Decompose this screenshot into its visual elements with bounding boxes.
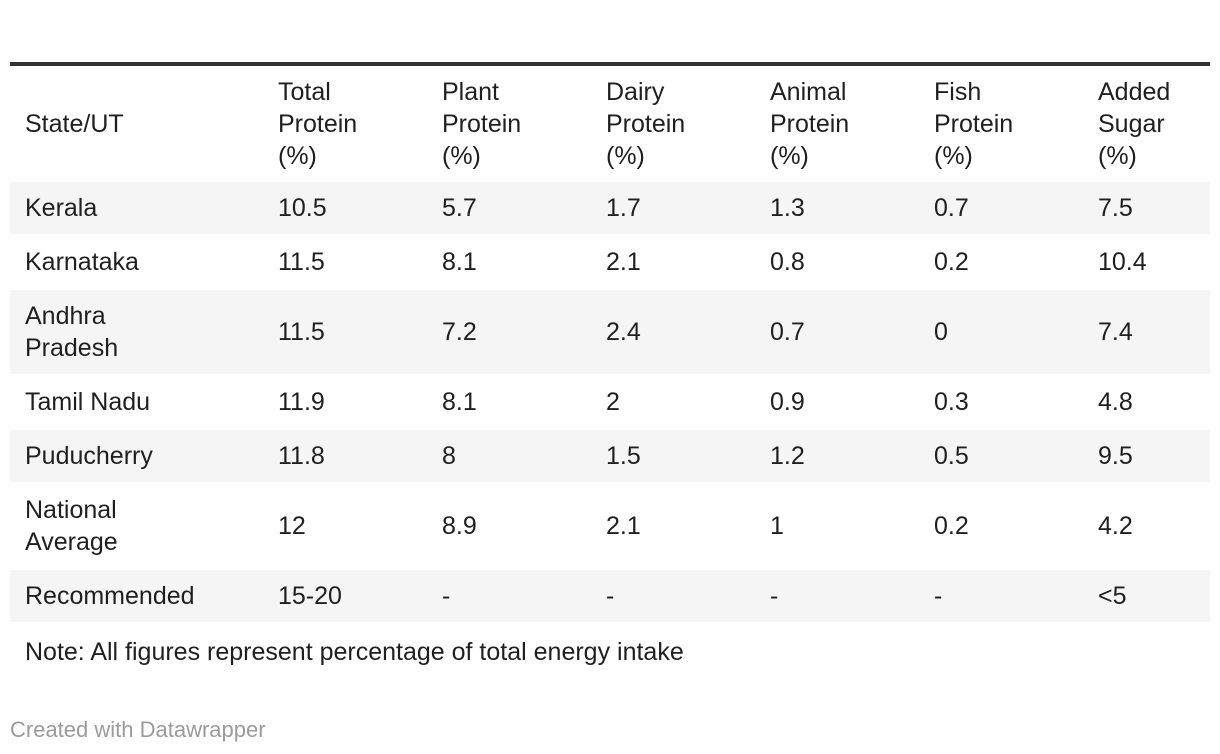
value-cell: 15-20 (278, 582, 342, 610)
column-header: Plant Protein (%) (442, 78, 522, 170)
value-cell: 1.3 (770, 194, 805, 222)
table-row: Puducherry 11.8 8 1.5 1.2 0.5 9.5 (10, 429, 1210, 483)
value-cell: 11.9 (278, 388, 325, 416)
row-label-cell: Andhra Pradesh (25, 302, 119, 362)
row-label-cell: Recommended (25, 582, 195, 610)
value-cell: 2.4 (606, 318, 641, 346)
column-header: Dairy Protein (%) (606, 78, 686, 170)
value-cell: 11.8 (278, 442, 325, 470)
table-row: Karnataka 11.5 8.1 2.1 0.8 0.2 10.4 (10, 235, 1210, 289)
table-header: State/UT Total Protein (%) Plant Protein (… (10, 64, 1210, 182)
value-cell: 2 (606, 388, 620, 416)
value-cell: 4.8 (1098, 388, 1133, 416)
value-cell: 0 (934, 318, 948, 346)
value-cell: 0.3 (934, 388, 969, 416)
value-cell: 10.5 (278, 194, 327, 222)
row-label-cell: Karnataka (25, 248, 139, 276)
value-cell: 8.9 (442, 512, 477, 540)
value-cell: 9.5 (1098, 442, 1133, 470)
value-cell: 8.1 (442, 248, 477, 276)
column-header: Added Sugar (%) (1098, 78, 1171, 170)
value-cell: 11.5 (278, 248, 325, 276)
value-cell: 10.4 (1098, 248, 1147, 276)
value-cell: 0.2 (934, 512, 969, 540)
table-row: Andhra Pradesh 11.5 7.2 2.4 0.7 0 7.4 (10, 289, 1210, 375)
value-cell: 0.2 (934, 248, 969, 276)
value-cell: 8.1 (442, 388, 477, 416)
column-header: Total Protein (%) (278, 78, 358, 170)
column-header: State/UT (25, 110, 124, 138)
value-cell: 0.7 (770, 318, 805, 346)
row-label-cell: Tamil Nadu (25, 388, 151, 416)
value-cell: 2.1 (606, 248, 641, 276)
value-cell: - (934, 582, 943, 610)
column-header: Fish Protein (%) (934, 78, 1014, 170)
column-header: Animal Protein (%) (770, 78, 850, 170)
value-cell: 0.5 (934, 442, 969, 470)
value-cell: 7.5 (1098, 194, 1133, 222)
value-cell: 12 (278, 512, 306, 540)
value-cell: <5 (1098, 582, 1127, 610)
value-cell: 8 (442, 442, 456, 470)
value-cell: 2.1 (606, 512, 641, 540)
value-cell: 7.2 (442, 318, 477, 346)
value-cell: 5.7 (442, 194, 477, 222)
value-cell: 11.5 (278, 318, 325, 346)
value-cell: 0.7 (934, 194, 969, 222)
value-cell: 1.5 (606, 442, 641, 470)
table-note: Note: All figures represent percentage o… (25, 638, 684, 666)
value-cell: 4.2 (1098, 512, 1133, 540)
table-row: Recommended 15-20 - - - - <5 (10, 569, 1210, 623)
value-cell: 0.8 (770, 248, 805, 276)
table-row: Tamil Nadu 11.9 8.1 2 0.9 0.3 4.8 (10, 375, 1210, 429)
value-cell: 1.2 (770, 442, 805, 470)
value-cell: - (442, 582, 451, 610)
table-row: National Average 12 8.9 2.1 1 0.2 4.2 (10, 483, 1210, 569)
row-label-cell: Puducherry (25, 442, 153, 470)
value-cell: 0.9 (770, 388, 805, 416)
value-cell: 1.7 (606, 194, 641, 222)
value-cell: 7.4 (1098, 318, 1133, 346)
protein-intake-table: State/UT Total Protein (%) Plant Protein (… (10, 62, 1210, 624)
table-body: Kerala 10.5 5.7 1.7 1.3 0.7 7.5 Karnataka 11.5 8.… (10, 182, 1210, 623)
header-row: State/UT Total Protein (%) Plant Protein (… (10, 64, 1210, 182)
value-cell: - (770, 582, 779, 610)
value-cell: 1 (770, 512, 784, 540)
footer: Created with Datawrapper (10, 718, 266, 742)
row-label-cell: Kerala (25, 194, 98, 222)
row-label-cell: National Average (25, 496, 118, 556)
table-row: Kerala 10.5 5.7 1.7 1.3 0.7 7.5 (10, 182, 1210, 235)
value-cell: - (606, 582, 615, 610)
datawrapper-attribution-link[interactable]: Created with Datawrapper (10, 717, 266, 742)
